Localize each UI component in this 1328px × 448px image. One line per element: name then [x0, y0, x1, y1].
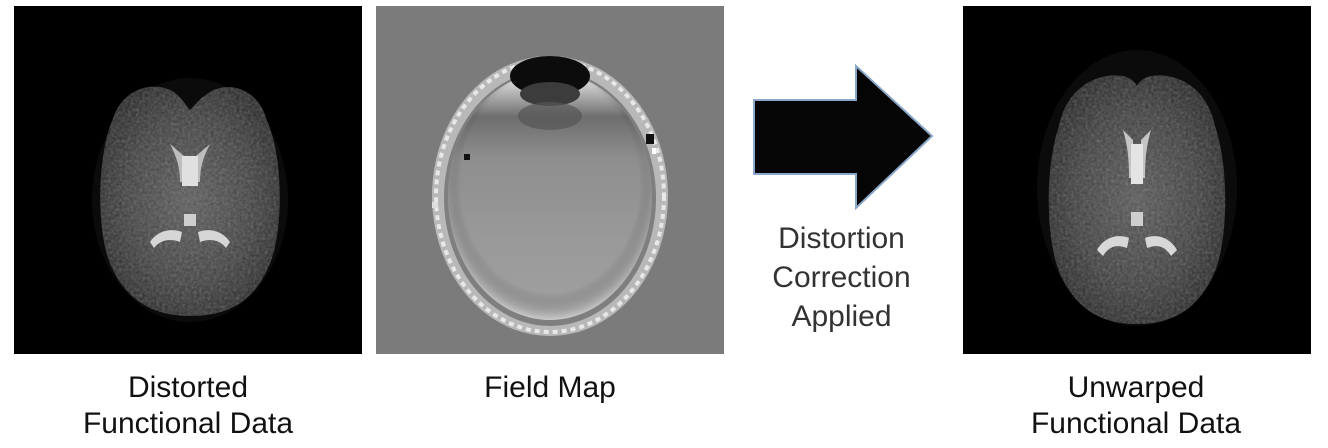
- arrow-label-line2: Correction: [744, 258, 939, 297]
- distorted-caption-line1: Distorted: [18, 370, 358, 406]
- field-map-scan: [376, 6, 724, 354]
- arrow-label-line1: Distortion: [744, 219, 939, 258]
- right-arrow-icon: [752, 64, 936, 210]
- unwarped-functional-image: [963, 6, 1311, 354]
- field-map-caption: Field Map: [380, 370, 720, 406]
- field-map-caption-text: Field Map: [380, 370, 720, 406]
- distorted-caption-line2: Functional Data: [18, 406, 358, 442]
- unwarped-brain-scan: [963, 6, 1311, 354]
- unwarped-caption-line1: Unwarped: [966, 370, 1306, 406]
- distorted-functional-image: [14, 6, 362, 354]
- distorted-brain-scan: [14, 6, 362, 354]
- unwarped-caption: Unwarped Functional Data: [966, 370, 1306, 442]
- distortion-correction-label: Distortion Correction Applied: [744, 219, 939, 336]
- distorted-caption: Distorted Functional Data: [18, 370, 358, 442]
- field-map-image: [376, 6, 724, 354]
- unwarped-caption-line2: Functional Data: [966, 406, 1306, 442]
- arrow-label-line3: Applied: [744, 297, 939, 336]
